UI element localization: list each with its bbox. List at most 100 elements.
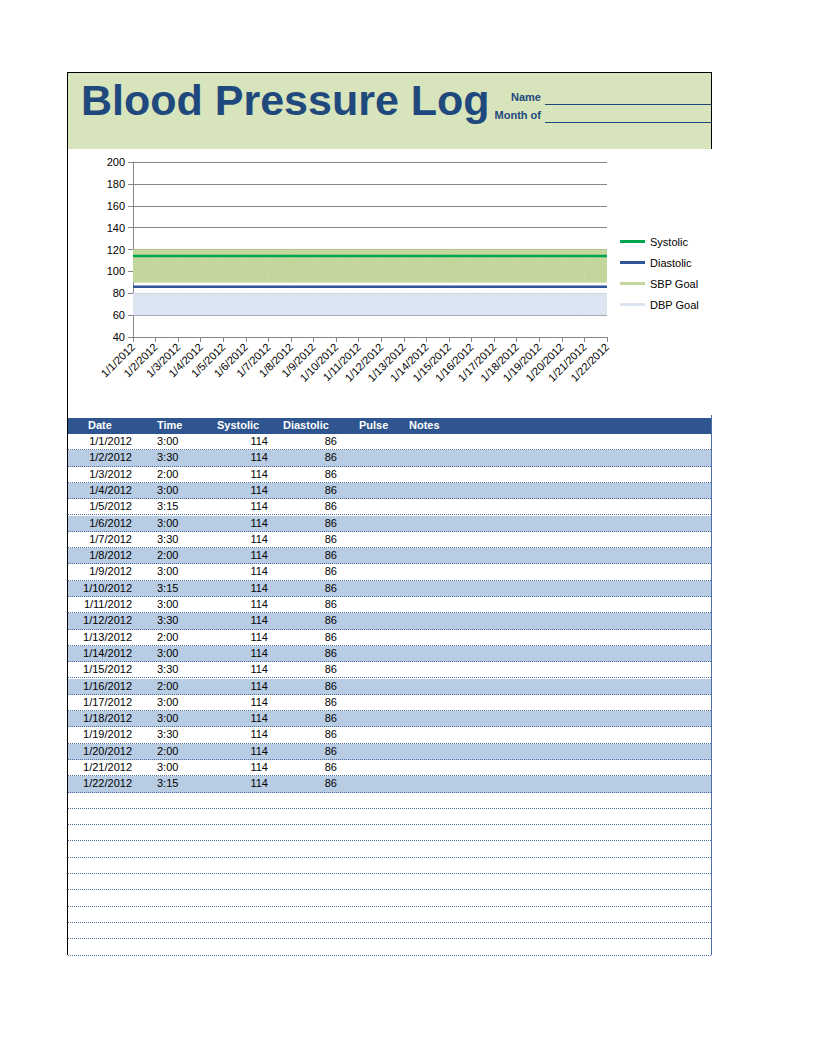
html-text:2:00: 2:00 <box>157 630 179 643</box>
html-text:2:00: 2:00 <box>157 549 179 562</box>
html-text:86: 86 <box>324 646 337 659</box>
html-text:86: 86 <box>324 614 337 627</box>
html-text:114: 114 <box>250 516 268 529</box>
html-text:3:00: 3:00 <box>157 695 179 708</box>
html-text:114: 114 <box>250 483 268 496</box>
svg-text:1/21/2012: 1/21/2012 <box>545 340 589 384</box>
html-text:3:00: 3:00 <box>157 646 179 659</box>
html-text:114: 114 <box>250 549 268 562</box>
html-text:86: 86 <box>324 451 337 464</box>
html-text:3:30: 3:30 <box>157 532 179 545</box>
html-text:86: 86 <box>324 712 337 725</box>
html-text:1/14/2012: 1/14/2012 <box>83 646 132 659</box>
html-text:86: 86 <box>324 549 337 562</box>
html-text:1/8/2012: 1/8/2012 <box>89 549 132 562</box>
html-text:114: 114 <box>250 451 268 464</box>
html-text:114: 114 <box>250 614 268 627</box>
html-text:1/18/2012: 1/18/2012 <box>83 712 132 725</box>
svg-text:140: 140 <box>107 222 125 234</box>
svg-text:SBP Goal: SBP Goal <box>650 278 698 290</box>
html-text:2:00: 2:00 <box>157 467 179 480</box>
html-text:86: 86 <box>324 467 337 480</box>
html-text:1/15/2012: 1/15/2012 <box>83 663 132 676</box>
html-text:86: 86 <box>324 695 337 708</box>
html-text:Blood Pressure Log: Blood Pressure Log <box>81 76 490 124</box>
html-text:114: 114 <box>250 500 268 513</box>
html-text:86: 86 <box>324 483 337 496</box>
html-text:3:00: 3:00 <box>157 712 179 725</box>
svg-text:1/6/2012: 1/6/2012 <box>211 340 251 380</box>
svg-text:1/17/2012: 1/17/2012 <box>455 340 499 384</box>
html-text:86: 86 <box>324 679 337 692</box>
svg-text:1/10/2012: 1/10/2012 <box>297 340 341 384</box>
html-text:1/16/2012: 1/16/2012 <box>83 679 132 692</box>
svg-text:120: 120 <box>107 244 125 256</box>
html-text:1/12/2012: 1/12/2012 <box>83 614 132 627</box>
svg-text:200: 200 <box>107 156 125 168</box>
html-text:114: 114 <box>250 712 268 725</box>
svg-text:1/22/2012: 1/22/2012 <box>568 341 611 384</box>
svg-text:1/13/2012: 1/13/2012 <box>365 340 409 384</box>
svg-text:80: 80 <box>113 287 125 299</box>
html-text:86: 86 <box>324 500 337 513</box>
svg-text:1/3/2012: 1/3/2012 <box>143 340 183 380</box>
html-text:114: 114 <box>250 646 268 659</box>
html-text:86: 86 <box>324 581 337 594</box>
html-text:1/9/2012: 1/9/2012 <box>89 565 132 578</box>
html-text:114: 114 <box>250 630 268 643</box>
html-text:86: 86 <box>324 630 337 643</box>
html-text:3:00: 3:00 <box>157 483 179 496</box>
svg-text:1/7/2012: 1/7/2012 <box>233 340 273 380</box>
html-text:1/4/2012: 1/4/2012 <box>89 483 132 496</box>
svg-text:Diastolic: Diastolic <box>650 257 692 269</box>
html-text:1/5/2012: 1/5/2012 <box>89 500 132 513</box>
svg-text:60: 60 <box>113 309 125 321</box>
html-text:3:15: 3:15 <box>157 581 179 594</box>
svg-text:Systolic: Systolic <box>650 236 688 248</box>
svg-text:1/5/2012: 1/5/2012 <box>188 340 228 380</box>
svg-text:1/15/2012: 1/15/2012 <box>410 340 454 384</box>
svg-text:180: 180 <box>107 178 125 190</box>
html-text:1/13/2012: 1/13/2012 <box>83 630 132 643</box>
html-text:114: 114 <box>250 663 268 676</box>
html-text:3:30: 3:30 <box>157 451 179 464</box>
html-text:114: 114 <box>250 679 268 692</box>
svg-text:1/9/2012: 1/9/2012 <box>279 340 318 380</box>
svg-text:1/8/2012: 1/8/2012 <box>256 340 296 380</box>
html-text:3:00: 3:00 <box>157 565 179 578</box>
html-text:3:00: 3:00 <box>157 516 179 529</box>
html-text:114: 114 <box>250 695 268 708</box>
svg-text:1/20/2012: 1/20/2012 <box>523 340 567 384</box>
html-text:86: 86 <box>324 663 337 676</box>
html-text:86: 86 <box>324 565 337 578</box>
html-text:1/2/2012: 1/2/2012 <box>89 451 132 464</box>
html-text:3:30: 3:30 <box>157 663 179 676</box>
svg-text:1/2/2012: 1/2/2012 <box>121 340 160 380</box>
html-text:114: 114 <box>250 565 268 578</box>
html-text:114: 114 <box>250 467 268 480</box>
html-text:114: 114 <box>250 532 268 545</box>
html-text:1/3/2012: 1/3/2012 <box>89 467 132 480</box>
svg-text:1/4/2012: 1/4/2012 <box>166 340 205 380</box>
svg-text:40: 40 <box>113 331 125 343</box>
html-text:1/10/2012: 1/10/2012 <box>83 581 132 594</box>
svg-text:1/18/2012: 1/18/2012 <box>477 340 521 384</box>
svg-text:1/11/2012: 1/11/2012 <box>320 340 363 384</box>
svg-text:100: 100 <box>107 265 125 277</box>
html-text:1/17/2012: 1/17/2012 <box>83 695 132 708</box>
html-text:2:00: 2:00 <box>157 679 179 692</box>
html-text:3:30: 3:30 <box>157 614 179 627</box>
svg-text:1/12/2012: 1/12/2012 <box>342 340 386 384</box>
html-text:114: 114 <box>250 581 268 594</box>
svg-text:1/16/2012: 1/16/2012 <box>432 340 476 384</box>
html-text:1/6/2012: 1/6/2012 <box>89 516 132 529</box>
html-text:1/7/2012: 1/7/2012 <box>89 532 132 545</box>
svg-text:1/14/2012: 1/14/2012 <box>387 340 431 384</box>
svg-text:160: 160 <box>107 200 125 212</box>
svg-text:1/1/2012: 1/1/2012 <box>98 340 138 380</box>
svg-text:1/19/2012: 1/19/2012 <box>500 340 544 384</box>
html-text:86: 86 <box>324 532 337 545</box>
html-text:3:15: 3:15 <box>157 500 179 513</box>
svg-text:DBP Goal: DBP Goal <box>650 299 699 311</box>
html-text:86: 86 <box>324 516 337 529</box>
